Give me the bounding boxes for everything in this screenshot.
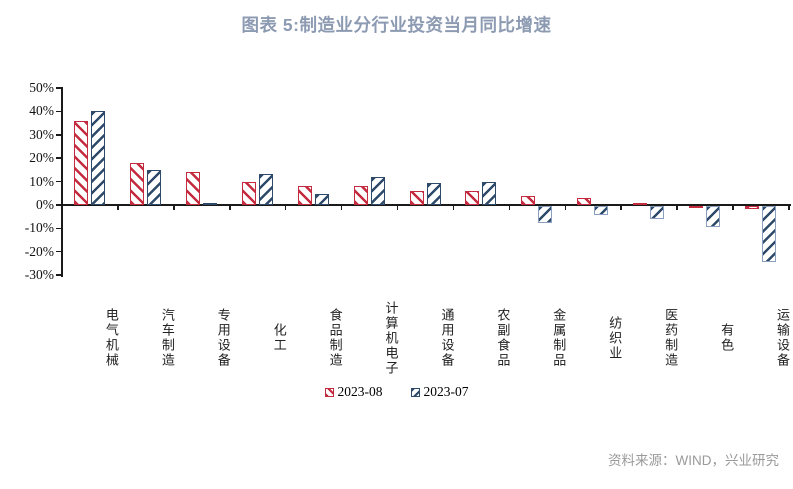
- category-label-电气机械: 电气机械: [103, 308, 119, 368]
- category-label-食品制造: 食品制造: [327, 308, 343, 368]
- x-axis-tick: [340, 205, 343, 210]
- x-axis-category-labels: 电气机械 汽车制造 专用设备 化工 食品制造 计算机电子 通用设备 农副食品 金属制品 纺织业 医药…: [62, 288, 790, 388]
- bar-2023-08-电气机械: [73, 120, 88, 205]
- legend-label: 2023-07: [423, 384, 469, 399]
- legend-swatch-red-hatch-icon: [324, 387, 334, 397]
- y-axis-tick: [56, 110, 62, 113]
- bar-2023-07-计算机电子: [370, 176, 385, 205]
- bar-2023-08-食品制造: [297, 186, 312, 205]
- bar-2023-08-化工: [241, 181, 256, 205]
- y-axis-tick: [56, 87, 62, 89]
- bar-2023-07-电气机械: [90, 111, 105, 205]
- category-label-专用设备: 专用设备: [215, 308, 231, 368]
- y-axis-tick-label: 50%: [29, 80, 54, 95]
- category-label-农副食品: 农副食品: [495, 308, 511, 368]
- y-axis-tick-label: 30%: [29, 126, 54, 142]
- source-attribution: 资料来源：WIND，兴业研究: [608, 453, 779, 468]
- bar-2023-08-有色: [689, 205, 704, 209]
- bar-2023-08-医药制造: [633, 202, 648, 205]
- y-axis-tick: [56, 134, 62, 136]
- x-axis-tick: [61, 205, 63, 210]
- x-axis-line: [61, 203, 791, 206]
- legend-item-2023-07: 2023-07: [410, 384, 469, 400]
- bar-2023-08-农副食品: [465, 190, 480, 205]
- x-axis-tick: [117, 205, 119, 210]
- bar-2023-07-通用设备: [426, 182, 441, 205]
- y-axis-tick-label: 10%: [29, 173, 54, 189]
- category-label-通用设备: 通用设备: [439, 308, 455, 368]
- x-axis-tick: [676, 205, 678, 210]
- y-axis-tick-label: 0%: [36, 196, 54, 212]
- bar-2023-08-汽车制造: [129, 162, 144, 205]
- bar-2023-08-通用设备: [409, 190, 424, 205]
- plot-area: [56, 87, 791, 277]
- y-axis-tick-label: -20%: [24, 243, 54, 259]
- y-axis-tick: [56, 250, 62, 253]
- category-label-运输设备: 运输设备: [774, 308, 790, 368]
- category-label-医药制造: 医药制造: [663, 308, 679, 368]
- bar-2023-07-金属制品: [538, 205, 553, 224]
- y-axis-tick: [56, 227, 62, 229]
- y-axis-tick-label: -30%: [24, 267, 54, 282]
- bar-2023-07-医药制造: [650, 205, 665, 219]
- bar-2023-08-专用设备: [185, 172, 200, 205]
- legend-swatch-blue-hatch-icon: [410, 387, 420, 397]
- bar-2023-07-纺织业: [594, 205, 609, 216]
- y-axis-tick: [56, 157, 62, 159]
- legend-label: 2023-08: [337, 384, 383, 399]
- category-label-有色: 有色: [719, 323, 735, 353]
- bar-2023-07-食品制造: [314, 194, 329, 205]
- y-axis-tick: [56, 274, 62, 276]
- x-axis-tick: [229, 205, 231, 210]
- category-label-金属制品: 金属制品: [551, 308, 567, 368]
- bar-2023-07-农副食品: [482, 181, 497, 205]
- x-axis-tick: [173, 205, 175, 210]
- category-label-化工: 化工: [271, 323, 287, 353]
- bar-2023-08-计算机电子: [353, 186, 368, 205]
- bar-2023-08-运输设备: [745, 205, 760, 210]
- bar-2023-07-化工: [258, 174, 273, 205]
- bar-2023-07-有色: [706, 205, 721, 227]
- bar-2023-07-专用设备: [202, 202, 217, 205]
- y-axis-tick-label: 20%: [29, 150, 54, 166]
- x-axis-tick: [620, 205, 622, 210]
- x-axis-tick: [788, 205, 790, 210]
- y-axis-tick: [56, 180, 62, 183]
- category-label-汽车制造: 汽车制造: [159, 308, 175, 368]
- bar-2023-07-汽车制造: [146, 169, 161, 205]
- bar-2023-08-纺织业: [577, 197, 592, 205]
- legend: 2023-08 2023-07: [0, 384, 793, 400]
- x-axis-tick: [564, 205, 567, 210]
- y-axis-line: [61, 87, 63, 277]
- bar-2023-08-金属制品: [521, 195, 536, 205]
- category-label-纺织业: 纺织业: [607, 315, 623, 361]
- x-axis-tick: [732, 205, 734, 210]
- category-label-计算机电子: 计算机电子: [383, 300, 399, 376]
- x-axis-tick: [452, 205, 455, 210]
- y-axis-tick-label: 40%: [29, 103, 54, 119]
- legend-item-2023-08: 2023-08: [324, 384, 383, 400]
- x-axis-tick: [284, 205, 287, 210]
- chart-title: 图表 5:制造业分行业投资当月同比增速: [241, 15, 552, 35]
- x-axis-tick: [508, 205, 511, 210]
- bar-2023-07-运输设备: [762, 205, 777, 262]
- y-axis-tick: [56, 204, 62, 206]
- x-axis-tick: [396, 205, 399, 210]
- y-axis-tick-label: -10%: [24, 220, 54, 236]
